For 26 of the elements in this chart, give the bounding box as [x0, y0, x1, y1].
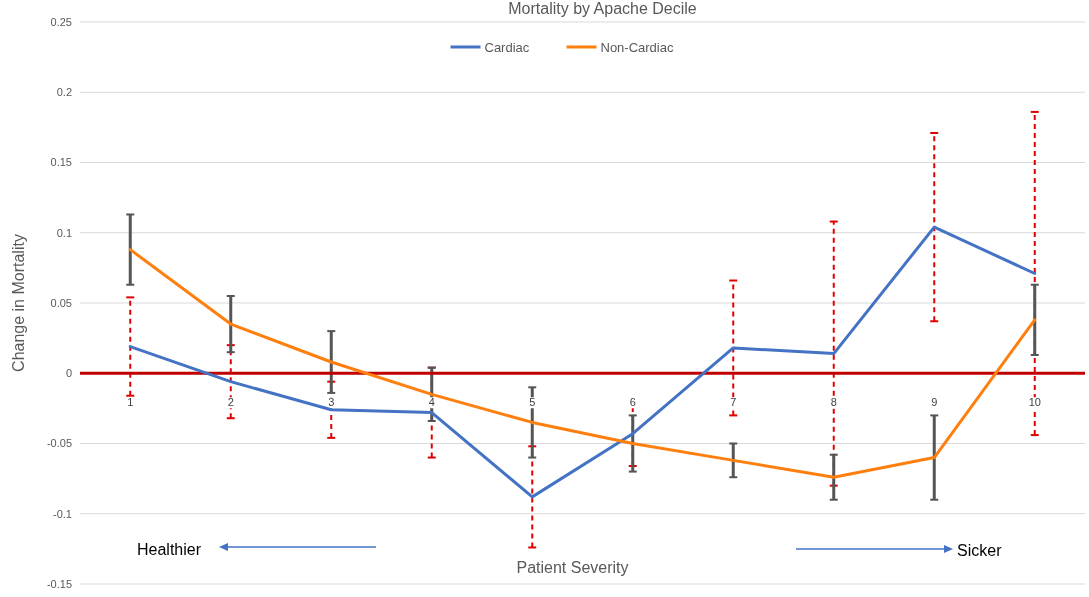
annotation: Healthier [137, 541, 202, 558]
x-tick-label: 1 [127, 396, 134, 409]
legend-label: Cardiac [484, 39, 530, 55]
y-tick-label: -0.15 [46, 577, 72, 590]
x-axis-title: Patient Severity [516, 559, 629, 576]
annotation: Sicker [957, 542, 1003, 559]
y-tick-label: 0.25 [50, 15, 72, 28]
y-tick-label: 0.05 [50, 296, 72, 309]
x-tick-label: 6 [629, 396, 636, 409]
y-axis-title: Change in Mortality [10, 234, 27, 372]
y-tick-label: 0.1 [56, 226, 72, 239]
x-tick-label: 3 [328, 396, 335, 409]
y-tick-label: -0.05 [46, 437, 72, 450]
legend-label: Non-Cardiac [600, 39, 674, 55]
x-tick-label: 7 [730, 396, 737, 409]
x-tick-label: 8 [830, 396, 837, 409]
x-tick-label: 9 [931, 396, 938, 409]
x-tick-label: 2 [227, 396, 234, 409]
y-tick-label: 0 [65, 367, 72, 380]
y-tick-label: 0.15 [50, 156, 72, 169]
chart-title: Mortality by Apache Decile [508, 0, 697, 17]
x-tick-label: 10 [1028, 396, 1041, 409]
y-tick-label: -0.1 [53, 507, 72, 520]
x-tick-label: 5 [529, 396, 536, 409]
y-tick-label: 0.2 [56, 86, 72, 99]
x-tick-label: 4 [428, 396, 435, 409]
